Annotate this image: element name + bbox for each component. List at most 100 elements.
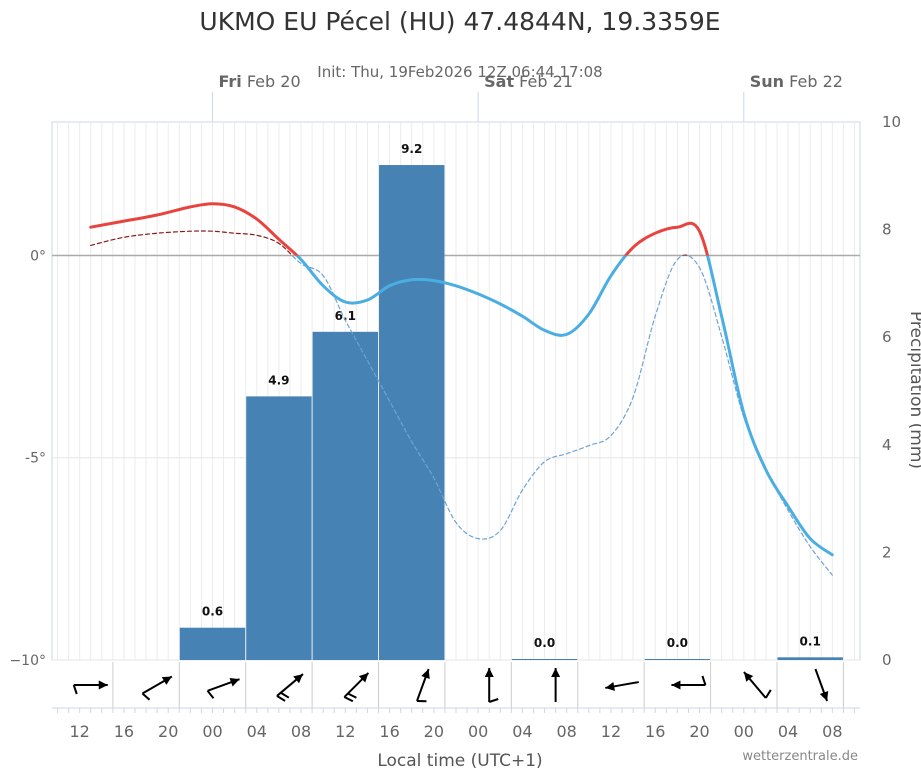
wind-arrow: [276, 673, 304, 702]
wind-arrow: [416, 668, 430, 703]
wind-strip: [52, 662, 860, 708]
wind-barb: [764, 689, 772, 699]
wind-arrow-head: [161, 676, 172, 685]
wind-arrow: [343, 672, 370, 703]
y-tick-right: 4: [882, 436, 892, 454]
y-tick-right: 8: [882, 221, 892, 239]
wind-barb: [276, 695, 286, 702]
precip-bar: [312, 331, 379, 660]
wind-arrow: [605, 681, 639, 691]
x-tick-label: 04: [247, 722, 267, 741]
precip-bar: [246, 396, 312, 660]
x-tick-label: 08: [291, 722, 311, 741]
temperature-line-above-zero: [89, 202, 710, 256]
y-tick-right: 0: [882, 651, 892, 669]
x-tick-label: 04: [512, 722, 532, 741]
temperature-lines: [89, 202, 834, 576]
axes: 0° -5° −10° 0 2 4 6 8 10 12 16 20 00 04 08 12 16 20 00 04 08…: [9, 113, 901, 741]
wind-arrow-head: [819, 690, 829, 701]
credit-label: wetterzentrale.de: [742, 749, 858, 764]
wind-barb: [488, 698, 499, 703]
wind-arrow-head: [605, 681, 615, 691]
precip-bar: [179, 627, 246, 660]
wind-arrow-head: [293, 674, 303, 684]
precip-label: 0.0: [534, 636, 555, 650]
wind-arrow-head: [551, 668, 561, 677]
precip-label: 4.9: [268, 373, 289, 387]
day-date: Feb 22: [784, 72, 843, 91]
wind-arrow-head: [671, 680, 681, 690]
y-tick-left: -5°: [25, 451, 46, 467]
precipitation-bars: 0.6 4.9 6.1 9.2 0.0 0.0 0.1: [179, 142, 843, 661]
wind-arrow: [551, 668, 561, 702]
y-tick-right: 10: [882, 113, 901, 131]
wind-arrow-head: [98, 680, 108, 690]
wind-barb: [347, 692, 357, 699]
y-axis-right-label: Precipitation (mm): [906, 311, 921, 469]
day-name: Sat: [484, 72, 514, 91]
precip-label: 0.6: [202, 605, 223, 619]
precip-bar: [777, 657, 843, 660]
wind-barb: [72, 684, 78, 695]
wind-barb: [343, 696, 354, 703]
grid: [51, 121, 861, 661]
wind-arrow-head: [743, 671, 754, 682]
wind-arrow: [141, 675, 173, 701]
wind-arrow: [671, 675, 707, 690]
wind-arrow: [743, 671, 772, 699]
day-date: Feb 20: [242, 72, 301, 91]
wind-arrow: [72, 680, 108, 695]
wind-arrow-head: [358, 672, 369, 683]
day-header: Fri Feb 20 Sat Feb 21 Sun Feb 22: [211, 72, 843, 122]
precip-label: 0.0: [667, 636, 688, 650]
dewpoint-line-below-zero: [291, 255, 833, 576]
x-tick-label: 08: [557, 722, 577, 741]
y-tick-right: 2: [882, 543, 892, 561]
precip-label: 6.1: [335, 309, 356, 323]
wind-arrow-head: [421, 669, 430, 680]
precip-bar: [511, 659, 578, 660]
chart-title: UKMO EU Pécel (HU) 47.4844N, 19.3359E: [199, 7, 720, 36]
x-tick-label: 16: [379, 722, 399, 741]
day-name: Sun: [750, 72, 784, 91]
wind-barb: [141, 692, 151, 701]
x-tick-label: 20: [158, 722, 178, 741]
day-label: Sun Feb 22: [750, 72, 843, 91]
wind-arrow: [206, 678, 240, 699]
precip-label: 0.1: [800, 634, 821, 648]
x-tick-label: 20: [689, 722, 709, 741]
wind-barb: [280, 691, 290, 699]
x-tick-label: 20: [424, 722, 444, 741]
day-date: Feb 21: [514, 72, 573, 91]
wind-arrow: [814, 668, 829, 702]
y-tick-right: 6: [882, 328, 892, 346]
x-tick-label: 00: [202, 722, 222, 741]
wind-arrow: [484, 668, 499, 703]
x-tick-label: 16: [645, 722, 665, 741]
wind-arrow-head: [229, 678, 240, 687]
precip-bar: [379, 165, 445, 661]
x-axis-label: Local time (UTC+1): [377, 751, 542, 768]
precip-label: 9.2: [401, 142, 422, 156]
wind-strip-bg: [52, 662, 860, 708]
x-tick-label: 12: [601, 722, 621, 741]
x-tick-label: 16: [114, 722, 134, 741]
day-label: Sat Feb 21: [484, 72, 573, 91]
y-tick-left: −10°: [9, 653, 46, 669]
chart-subtitle: Init: Thu, 19Feb2026 12Z 06:44 17:08: [317, 63, 602, 81]
y-tick-left: 0°: [30, 248, 46, 264]
temperature-line-below-zero: [294, 255, 834, 557]
x-tick-label: 00: [734, 722, 754, 741]
day-name: Fri: [218, 72, 241, 91]
precip-bar: [644, 659, 711, 660]
day-label: Fri Feb 20: [218, 72, 300, 91]
wind-arrow-head: [484, 668, 494, 677]
dewpoint-line-above-zero: [90, 230, 690, 256]
x-tick-label: 12: [335, 722, 355, 741]
x-tick-label: 00: [468, 722, 488, 741]
x-tick-label: 08: [822, 722, 842, 741]
x-tick-label: 04: [778, 722, 798, 741]
wind-barb: [206, 690, 215, 699]
wind-barb: [701, 675, 707, 686]
